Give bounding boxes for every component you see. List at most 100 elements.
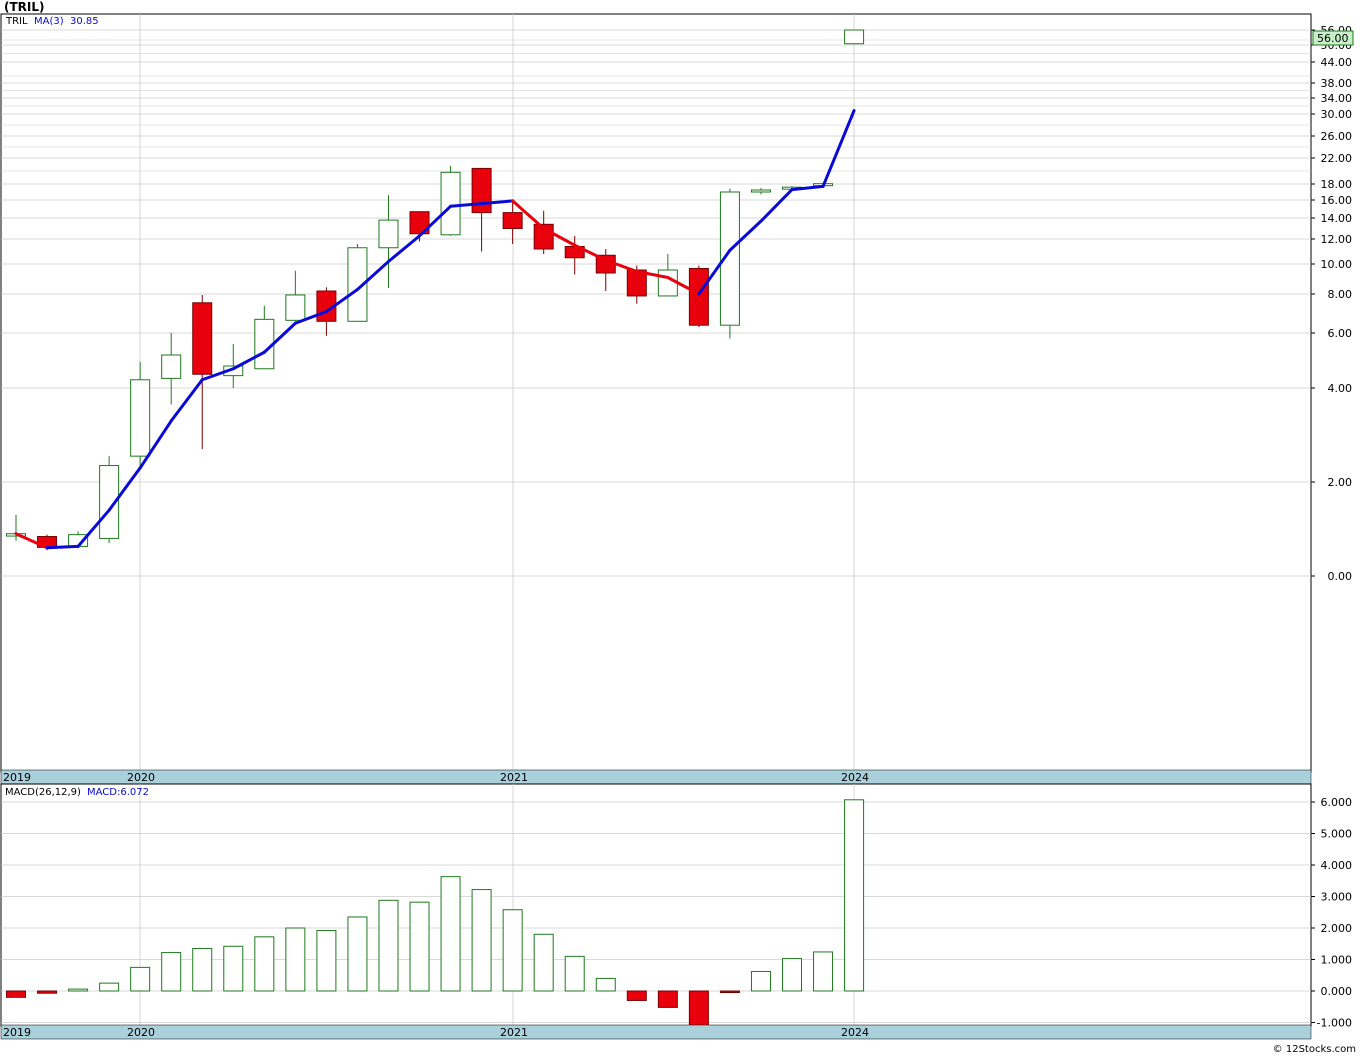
macd-tick-label: 3.000: [1321, 891, 1353, 904]
macd-bar: [68, 988, 89, 992]
ma-segment: [107, 466, 142, 512]
macd-bar: [719, 990, 740, 993]
macd-y-axis: 6.000 5.000 4.000 3.000 2.000 1.000 0.000 -1.00…: [1311, 796, 1352, 1030]
macd-bar: [688, 990, 709, 1030]
ma-line: [14, 109, 856, 550]
ma-segment: [45, 544, 80, 550]
ma-segment: [262, 321, 297, 354]
macd-bar: [502, 909, 523, 992]
macd-tick-label: 6.000: [1321, 796, 1353, 809]
ma-segment: [821, 109, 856, 188]
ma-segment: [14, 532, 49, 550]
date-bar-price: [0, 769, 1312, 785]
date-label: 2020: [127, 1026, 155, 1039]
ma-segment: [418, 204, 453, 238]
macd-bar: [595, 977, 616, 992]
price-tick-label: 8.00: [1328, 288, 1353, 301]
price-tick-label: 38.00: [1321, 77, 1353, 90]
price-tick-label: 6.00: [1328, 327, 1353, 340]
date-labels-price: 2019 2020 2021 2024: [3, 771, 869, 784]
macd-legend-label: MACD(26,12,9): [5, 787, 81, 798]
date-bar-macd: [0, 1024, 1312, 1040]
price-candles: [6, 29, 865, 551]
ma-segment: [728, 219, 763, 252]
price-tick-label: 30.00: [1321, 108, 1353, 121]
legend-ma-label: MA(3): [34, 16, 64, 27]
macd-bar: [378, 899, 399, 992]
macd-bar: [657, 990, 678, 1008]
macd-bar: [285, 927, 306, 992]
macd-tick-label: 1.000: [1321, 954, 1353, 967]
macd-tick-label: 4.000: [1321, 859, 1353, 872]
date-label: 2020: [127, 771, 155, 784]
ma-segment: [355, 260, 390, 291]
candle-body: [347, 247, 368, 322]
last-price-tag-bg: [1312, 30, 1354, 46]
date-label: 2019: [3, 1026, 31, 1039]
macd-bar: [223, 945, 244, 992]
candle-body: [161, 354, 182, 379]
candle-body: [657, 269, 678, 297]
ma-segment: [200, 367, 235, 382]
legend-ma-value: 30.85: [70, 16, 99, 27]
macd-bar: [409, 901, 430, 992]
price-panel: [0, 13, 1312, 773]
price-tick-label: 44.00: [1321, 56, 1353, 69]
ma-segment: [231, 350, 266, 371]
price-tick-label: 12.00: [1321, 233, 1353, 246]
price-tick-label: 10.00: [1321, 258, 1353, 271]
price-tick-label: 2.00: [1328, 476, 1353, 489]
ma-segment: [169, 378, 204, 423]
price-tick-label: 14.00: [1321, 212, 1353, 225]
price-grid: [1, 14, 1311, 770]
macd-legend-value: MACD:6.072: [87, 787, 149, 798]
price-y-axis: 56.0050.0044.0038.0034.0030.0026.0022.00…: [1311, 24, 1352, 583]
macd-bar: [813, 951, 834, 992]
macd-panel: [0, 783, 1312, 1027]
ma-segment: [76, 508, 111, 548]
candle-body: [688, 268, 709, 326]
date-label: 2021: [500, 771, 528, 784]
candle-body: [378, 219, 399, 249]
macd-bar: [626, 990, 647, 1001]
candle-body: [719, 191, 740, 326]
price-tick-label: 26.00: [1321, 130, 1353, 143]
date-label: 2024: [841, 1026, 869, 1039]
ma-segment: [449, 202, 484, 208]
macd-grid: [1, 784, 1311, 1025]
date-label: 2021: [500, 1026, 528, 1039]
candle-body: [192, 302, 213, 375]
candle-body: [502, 212, 523, 230]
legend-symbol: TRIL: [5, 16, 28, 27]
candle-body: [844, 29, 865, 45]
macd-bar: [471, 889, 492, 992]
price-tick-label: 18.00: [1321, 178, 1353, 191]
candle-body: [285, 294, 306, 321]
candle-body: [440, 171, 461, 236]
ma-segment: [666, 276, 701, 296]
candle-body: [99, 465, 120, 539]
price-tick-label: 0.00: [1328, 570, 1353, 583]
date-labels-macd: 2019 2020 2021 2024: [3, 1026, 869, 1039]
macd-bar: [750, 970, 771, 992]
last-price-tag: 56.00: [1317, 32, 1349, 45]
macd-bar: [99, 982, 120, 992]
ma-segment: [511, 199, 546, 230]
macd-tick-label: -1.000: [1317, 1017, 1352, 1030]
candle-body: [750, 189, 771, 193]
candle-body: [471, 167, 492, 214]
ma-segment: [293, 310, 328, 325]
macd-bar: [161, 952, 182, 992]
candle-body: [409, 211, 430, 235]
copyright-text: © 12Stocks.com: [1273, 1044, 1356, 1055]
macd-tick-label: 2.000: [1321, 922, 1353, 935]
ma-segment: [138, 419, 173, 470]
macd-bar: [844, 799, 865, 992]
macd-tick-label: 0.000: [1321, 985, 1353, 998]
price-tick-label: 16.00: [1321, 194, 1353, 207]
candle-body: [130, 379, 151, 457]
ma-segment: [697, 248, 732, 296]
macd-bar: [130, 966, 151, 992]
